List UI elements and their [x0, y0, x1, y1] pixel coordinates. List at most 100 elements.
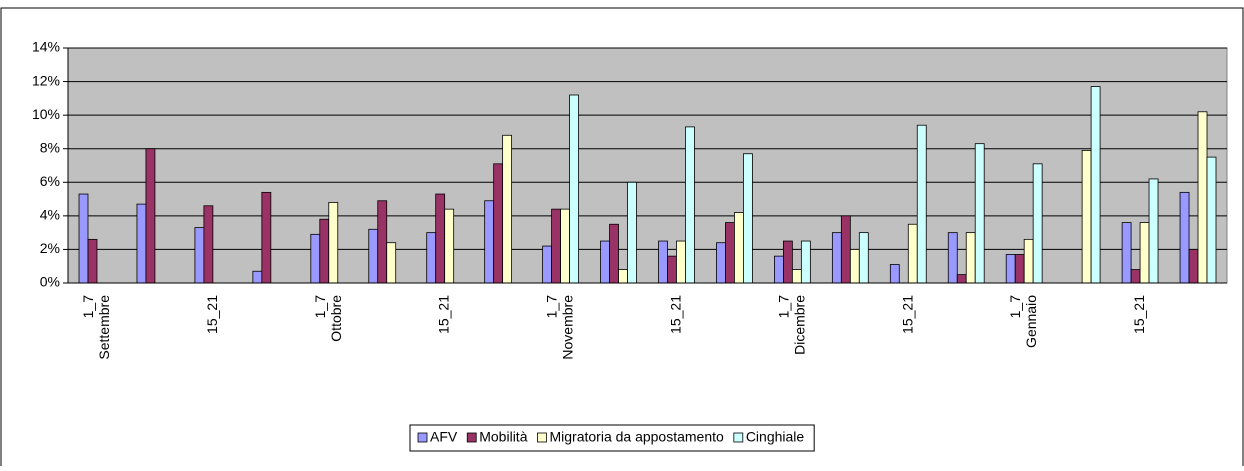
bar [956, 274, 967, 284]
bar [1206, 156, 1217, 284]
y-tick-label: 8% [40, 139, 60, 155]
legend-swatch [733, 432, 744, 443]
bar [1090, 86, 1101, 284]
legend-swatch [537, 432, 547, 443]
y-tick-label: 10% [32, 106, 60, 122]
x-tick-label: 15_21 [435, 295, 451, 334]
x-tick-label: 15_21 [667, 295, 683, 334]
bar [658, 240, 668, 284]
bar [791, 269, 802, 284]
bar [907, 223, 918, 284]
bar [1130, 269, 1141, 284]
legend-swatch [466, 432, 477, 443]
bar [849, 249, 860, 284]
bar [627, 181, 637, 284]
bar [252, 270, 263, 284]
bar [502, 134, 513, 284]
bar [774, 255, 784, 284]
x-tick-label-line: Dicembre [791, 295, 807, 355]
x-tick-label-line: Gennaio [1023, 295, 1039, 348]
x-tick-label: 1_7Gennaio [1007, 295, 1039, 348]
x-tick-label: 1_7Novembre [543, 295, 575, 360]
bar [377, 200, 388, 284]
x-tick-label-line: 15_21 [204, 295, 220, 334]
x-tick-label: 1_7Settembre [80, 295, 112, 360]
x-tick-label: 15_21 [204, 295, 220, 334]
bar [676, 240, 686, 284]
bar [800, 240, 811, 284]
x-tick-label: 15_21 [899, 295, 915, 334]
bar [78, 193, 89, 284]
x-tick-label-line: 15_21 [899, 295, 915, 334]
bar [310, 233, 321, 284]
x-tick-label-line: 1_7 [543, 295, 559, 319]
bar [600, 240, 610, 284]
bar [435, 193, 446, 284]
bar [618, 269, 628, 284]
bar [965, 232, 976, 284]
plot-area [67, 47, 1228, 284]
bar [1179, 191, 1190, 284]
y-tick-label: 12% [32, 72, 60, 88]
bar [1197, 111, 1208, 284]
bar [203, 205, 214, 284]
bar [551, 208, 561, 284]
bar [328, 202, 339, 284]
legend-label: AFV [430, 429, 458, 445]
bar [542, 245, 552, 284]
bar [743, 153, 753, 284]
bar [716, 242, 726, 284]
bar [493, 163, 504, 284]
bar [1081, 149, 1092, 284]
bar [194, 227, 205, 284]
bar [87, 238, 98, 284]
y-tick-label: 14% [32, 39, 60, 55]
bar [368, 228, 379, 284]
legend: AFV Mobilità Migratoria da appostamento Cin… [409, 424, 815, 452]
bar [889, 264, 900, 284]
legend-label: Migratoria da appostamento [549, 429, 724, 445]
legend-label: Mobilità [479, 429, 527, 445]
bar [840, 215, 851, 284]
bar [1188, 249, 1199, 284]
y-tick-label: 0% [40, 274, 60, 290]
x-tick-label: 15_21 [1131, 295, 1147, 334]
bar [560, 208, 570, 284]
bar [1032, 163, 1043, 284]
bar [261, 191, 272, 284]
bar [734, 212, 744, 284]
x-tick-label-line: 1_7 [1007, 295, 1023, 319]
bar [569, 94, 579, 284]
x-tick-label-line: 1_7 [775, 295, 791, 319]
x-tick-label: 1_7Ottobre [311, 295, 343, 342]
bar [609, 223, 619, 284]
x-tick-label-line: Novembre [559, 295, 575, 360]
bar [484, 200, 495, 284]
bar [916, 124, 927, 284]
bar [136, 203, 147, 284]
x-tick-label: 1_7Dicembre [775, 295, 807, 355]
bar [947, 232, 958, 284]
bar [1148, 178, 1159, 284]
bar [1014, 254, 1025, 284]
bar [1023, 238, 1034, 284]
bar [386, 242, 397, 284]
x-tick-label-line: 1_7 [311, 295, 327, 319]
bar [145, 148, 156, 284]
bar [782, 240, 793, 284]
bar [426, 232, 437, 284]
x-tick-label-line: 15_21 [435, 295, 451, 334]
bar [831, 232, 842, 284]
x-tick-label-line: 15_21 [1131, 295, 1147, 334]
legend-swatch [417, 432, 428, 443]
y-tick-label: 6% [40, 173, 60, 189]
bar [444, 208, 455, 284]
legend-box [409, 424, 815, 452]
x-tick-label-line: 15_21 [667, 295, 683, 334]
bar [858, 232, 869, 284]
bar [667, 255, 677, 284]
bar [1139, 222, 1150, 284]
x-tick-label-line: Ottobre [327, 295, 343, 342]
bar [725, 222, 735, 284]
